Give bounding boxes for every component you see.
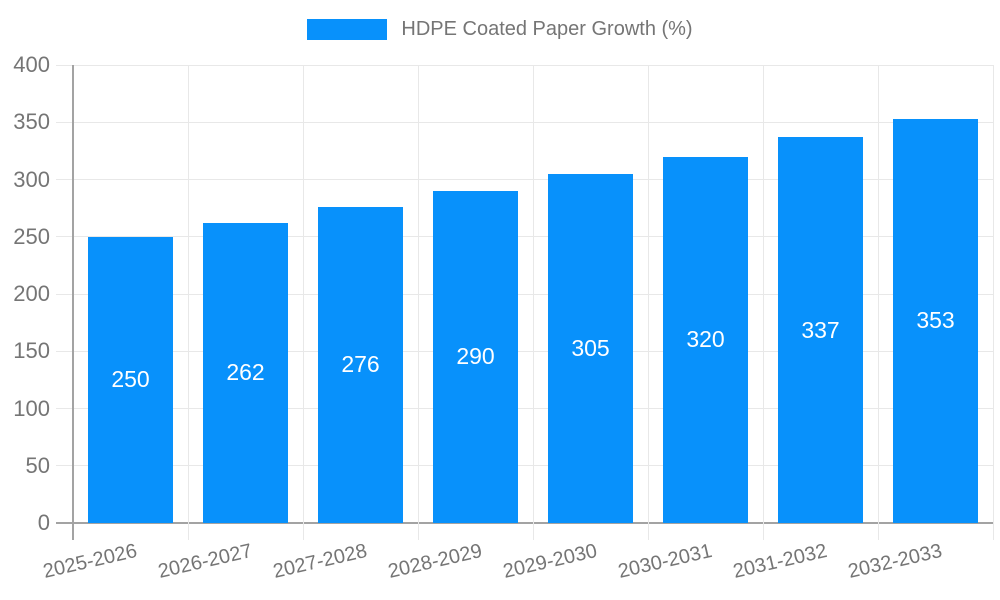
x-axis-baseline bbox=[56, 522, 993, 524]
h-gridline bbox=[56, 236, 993, 238]
v-gridline bbox=[187, 65, 189, 540]
v-gridline bbox=[992, 65, 994, 540]
bar-value-label: 337 bbox=[801, 316, 840, 343]
y-tick-label: 150 bbox=[13, 338, 50, 364]
bar-value-label: 290 bbox=[456, 343, 495, 370]
bar-value-label: 353 bbox=[916, 307, 955, 334]
h-gridline bbox=[56, 121, 993, 123]
h-gridline bbox=[56, 179, 993, 180]
y-tick-label: 100 bbox=[13, 395, 50, 421]
h-gridline bbox=[56, 408, 993, 409]
legend-label: HDPE Coated Paper Growth (%) bbox=[401, 18, 693, 40]
v-gridline bbox=[647, 65, 649, 540]
plot-area: 0 50 100 150 200 250 300 350 400 250 2025-2026 262 2… bbox=[13, 52, 994, 583]
h-gridline bbox=[56, 64, 993, 66]
bar: 353 bbox=[893, 118, 978, 523]
y-tick-label: 350 bbox=[13, 109, 50, 135]
y-axis-line bbox=[72, 65, 74, 540]
chart-legend: HDPE Coated Paper Growth (%) bbox=[0, 18, 1000, 41]
v-gridline bbox=[877, 65, 879, 540]
h-gridline bbox=[56, 350, 993, 352]
bar-value-label: 262 bbox=[226, 359, 265, 386]
y-tick-label: 200 bbox=[13, 281, 50, 306]
bar-value-label: 305 bbox=[571, 334, 610, 361]
h-gridline bbox=[56, 465, 993, 467]
bar-value-label: 276 bbox=[341, 351, 380, 378]
y-tick-label: 300 bbox=[13, 166, 50, 192]
legend-swatch bbox=[307, 19, 388, 40]
y-tick-label: 250 bbox=[13, 223, 50, 249]
y-tick-label: 50 bbox=[25, 452, 50, 478]
h-gridline bbox=[56, 293, 993, 295]
v-gridline bbox=[762, 65, 764, 540]
bar: 276 bbox=[318, 206, 403, 523]
bar: 262 bbox=[203, 223, 288, 523]
bar: 320 bbox=[663, 156, 748, 523]
y-tick-label: 400 bbox=[13, 52, 50, 77]
v-gridline bbox=[532, 65, 534, 540]
v-gridline bbox=[302, 65, 304, 540]
bar-value-label: 250 bbox=[111, 366, 150, 393]
v-gridline bbox=[417, 65, 419, 540]
bar-value-label: 320 bbox=[686, 326, 725, 353]
bar: 305 bbox=[548, 173, 633, 523]
bar: 290 bbox=[433, 190, 518, 523]
bar: 337 bbox=[778, 137, 863, 523]
y-tick-label: 0 bbox=[37, 510, 50, 535]
bar: 250 bbox=[88, 236, 173, 523]
